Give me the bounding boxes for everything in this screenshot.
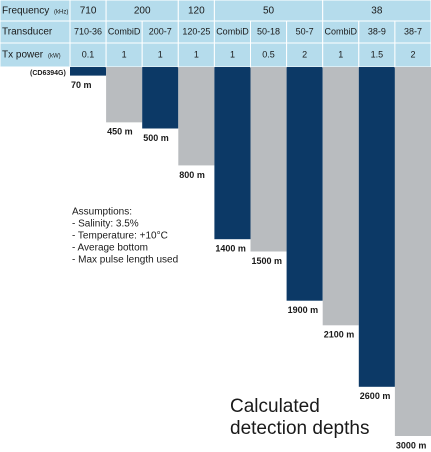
- value-label: 1900 m: [288, 305, 319, 315]
- tx-power: 1: [230, 49, 235, 59]
- transducer: CombiD: [108, 26, 141, 36]
- row-label: Frequency: [2, 6, 49, 17]
- transducer: CombiD: [216, 26, 249, 36]
- header-cell: [358, 42, 396, 68]
- transducer: 120-25: [182, 26, 210, 36]
- title: detection depths: [230, 418, 369, 439]
- frequency: 38: [371, 6, 383, 17]
- value-label: 450 m: [107, 127, 133, 137]
- tx-power: 2: [410, 49, 415, 59]
- tx-power: 1: [194, 49, 199, 59]
- bar: [250, 67, 287, 252]
- value-label: 1500 m: [252, 256, 283, 266]
- note: (CD6394G): [30, 70, 66, 77]
- transducer: 200-7: [149, 26, 172, 36]
- header-cell: [141, 42, 179, 68]
- unit-label: (kW): [48, 54, 61, 60]
- tx-power: 1: [122, 49, 127, 59]
- tx-power: 1: [158, 49, 163, 59]
- value-label: 70 m: [71, 80, 92, 90]
- frequency: 120: [188, 6, 205, 17]
- bar: [214, 67, 251, 240]
- bar: [70, 67, 107, 76]
- transducer: 710-36: [74, 26, 102, 36]
- assumption: - Salinity: 3.5%: [72, 219, 139, 230]
- assumption: Assumptions:: [72, 207, 132, 218]
- tx-power: 0.5: [262, 49, 275, 59]
- assumption: - Temperature: +10°C: [72, 231, 168, 242]
- transducer: CombiD: [324, 26, 357, 36]
- unit-label: (kHz): [54, 10, 68, 16]
- bar: [322, 67, 359, 326]
- transducer: 50-7: [296, 26, 314, 36]
- bar: [142, 67, 179, 129]
- header-cell: [322, 42, 360, 68]
- title: Calculated: [230, 396, 320, 417]
- frequency: 200: [134, 6, 151, 17]
- tx-power: 1: [338, 49, 343, 59]
- bar: [178, 67, 215, 166]
- header-cell: [250, 42, 288, 68]
- bar: [394, 67, 431, 436]
- row-label: Transducer: [2, 27, 53, 38]
- bar: [106, 67, 143, 123]
- header-cell: [394, 42, 431, 68]
- tx-power: 2: [302, 49, 307, 59]
- tx-power: 1.5: [371, 49, 384, 59]
- value-label: 2100 m: [324, 330, 355, 340]
- bar: [286, 67, 323, 301]
- value-label: 500 m: [143, 133, 169, 143]
- value-label: 1400 m: [215, 244, 246, 254]
- frequency: 710: [80, 6, 97, 17]
- tx-power: 0.1: [82, 49, 95, 59]
- transducer: 38-9: [368, 26, 386, 36]
- assumption: - Max pulse length used: [72, 255, 178, 266]
- value-label: 2600 m: [360, 391, 391, 401]
- assumption: - Average bottom: [72, 243, 148, 254]
- value-label: 3000 m: [396, 440, 427, 450]
- header-cell: [177, 42, 215, 68]
- transducer: 50-18: [257, 26, 280, 36]
- row-label: Tx power: [2, 50, 44, 61]
- transducer: 38-7: [404, 26, 422, 36]
- value-label: 800 m: [179, 170, 205, 180]
- frequency: 50: [263, 6, 275, 17]
- header-cell: [0, 42, 71, 68]
- bar: [358, 67, 395, 387]
